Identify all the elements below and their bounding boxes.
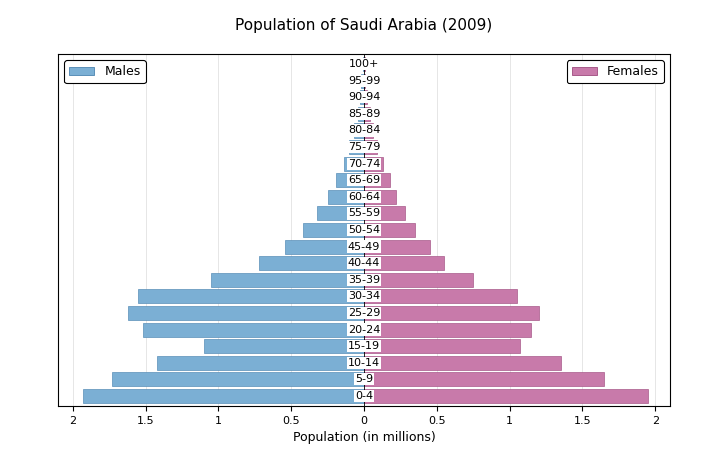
Bar [364, 57, 365, 71]
Bar [364, 389, 648, 403]
Text: 35-39: 35-39 [348, 275, 380, 285]
Bar [364, 156, 383, 170]
Bar [83, 389, 364, 403]
Bar [349, 140, 364, 154]
Bar [317, 207, 364, 221]
Bar [364, 356, 561, 370]
Bar [364, 339, 520, 353]
Bar [364, 223, 415, 237]
Bar [128, 306, 364, 320]
Text: 85-89: 85-89 [348, 109, 380, 119]
Bar [143, 322, 364, 336]
Text: 5-9: 5-9 [355, 374, 373, 384]
Bar [358, 107, 364, 121]
Bar [354, 124, 364, 138]
Bar [364, 190, 396, 204]
Text: 65-69: 65-69 [348, 175, 380, 185]
Bar [364, 256, 444, 270]
Bar [204, 339, 364, 353]
Text: 75-79: 75-79 [348, 142, 380, 152]
Text: 25-29: 25-29 [348, 308, 380, 318]
Bar [157, 356, 364, 370]
Text: 30-34: 30-34 [348, 291, 380, 301]
Text: 20-24: 20-24 [348, 325, 380, 335]
X-axis label: Population (in millions): Population (in millions) [293, 431, 435, 444]
Bar [364, 306, 539, 320]
Bar [364, 124, 373, 138]
Bar [364, 90, 367, 104]
Bar [364, 74, 365, 88]
Text: 55-59: 55-59 [348, 208, 380, 218]
Bar [361, 74, 364, 88]
Text: 100+: 100+ [349, 59, 379, 69]
Text: 95-99: 95-99 [348, 76, 380, 86]
Text: 40-44: 40-44 [348, 258, 380, 268]
Bar [303, 223, 364, 237]
Bar [138, 290, 364, 304]
Text: 10-14: 10-14 [348, 358, 380, 368]
Text: 15-19: 15-19 [348, 341, 380, 351]
Text: 60-64: 60-64 [348, 192, 380, 202]
Bar [364, 207, 405, 221]
Bar [259, 256, 364, 270]
Bar [344, 156, 364, 170]
Bar [285, 239, 364, 253]
Text: 70-74: 70-74 [348, 159, 380, 169]
Legend: Females: Females [566, 60, 663, 83]
Text: 0-4: 0-4 [355, 391, 373, 401]
Bar [364, 140, 377, 154]
Text: 45-49: 45-49 [348, 242, 380, 252]
Bar [364, 239, 430, 253]
Bar [336, 173, 364, 187]
Bar [364, 173, 390, 187]
Text: Population of Saudi Arabia (2009): Population of Saudi Arabia (2009) [235, 18, 493, 33]
Bar [363, 57, 364, 71]
Bar [112, 372, 364, 387]
Text: 50-54: 50-54 [348, 225, 380, 235]
Text: 80-84: 80-84 [348, 125, 380, 135]
Bar [211, 273, 364, 287]
Bar [328, 190, 364, 204]
Bar [364, 107, 370, 121]
Bar [360, 90, 364, 104]
Text: 90-94: 90-94 [348, 92, 380, 102]
Bar [364, 372, 604, 387]
Bar [364, 290, 517, 304]
Bar [364, 273, 473, 287]
Bar [364, 322, 531, 336]
